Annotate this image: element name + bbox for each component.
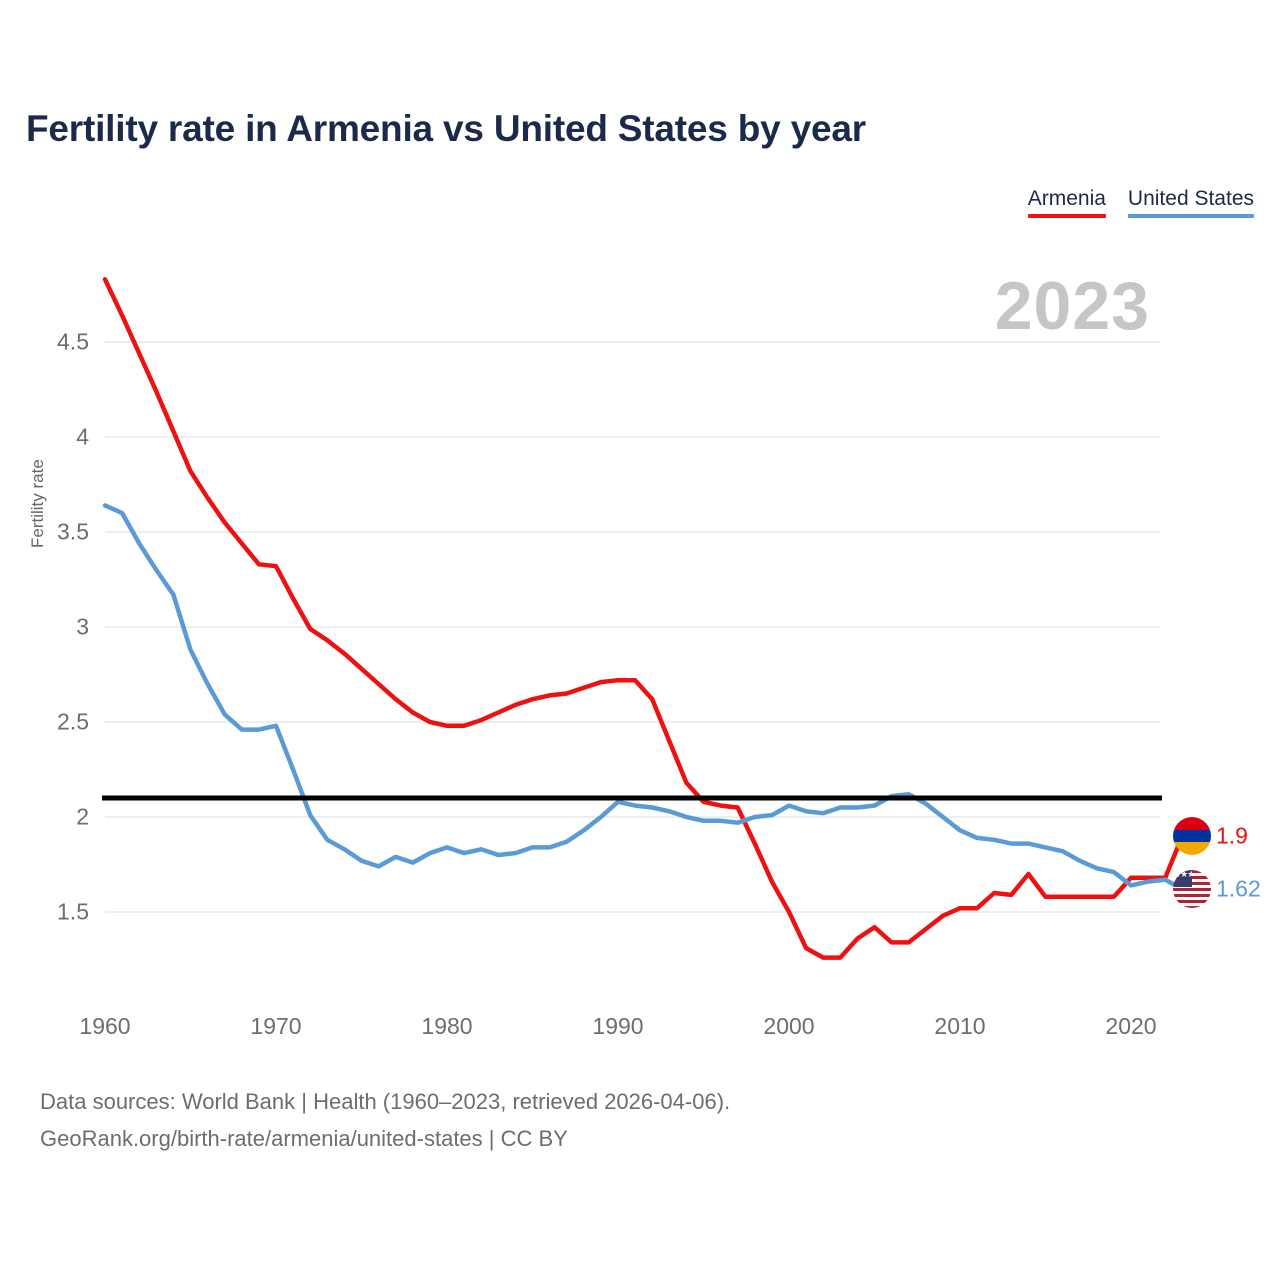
x-axis-tick-label: 2020: [1105, 1013, 1157, 1039]
y-axis-tick-label: 3.5: [57, 518, 89, 545]
end-value-label-united-states: 1.62: [1216, 875, 1261, 902]
x-axis-tick-label: 1990: [592, 1013, 644, 1039]
series-line-united-states: [102, 503, 1185, 892]
y-axis-tick-label: 1.5: [57, 898, 89, 925]
year-watermark: 2023: [994, 268, 1150, 344]
legend-item-united-states[interactable]: United States: [1127, 186, 1254, 218]
footer-data-sources: Data sources: World Bank | Health (1960–…: [40, 1089, 731, 1114]
y-axis-tick-label: 4.5: [57, 328, 89, 355]
x-axis-tick-label: 2000: [763, 1013, 815, 1039]
x-axis-tick-label: 1970: [250, 1013, 302, 1039]
x-axis-tick-label: 2010: [934, 1013, 986, 1039]
chart-legend: Armenia United States: [1027, 186, 1254, 218]
series-line-armenia: [102, 277, 1185, 960]
x-axis-tick-label: 1960: [79, 1013, 131, 1039]
united-states-flag-icon: ★★★★★★: [1173, 870, 1211, 909]
x-axis-tick-label: 1980: [421, 1013, 473, 1039]
page-title: Fertility rate in Armenia vs United Stat…: [26, 108, 866, 149]
y-axis-tick-label: 4: [76, 423, 89, 450]
y-axis-tick-label: 2: [76, 803, 89, 830]
armenia-flag-icon: [1173, 817, 1211, 855]
legend-item-armenia[interactable]: Armenia: [1027, 186, 1106, 218]
footer-attribution: GeoRank.org/birth-rate/armenia/united-st…: [40, 1126, 568, 1151]
y-axis-tick-label: 2.5: [57, 708, 89, 735]
legend-swatch-united-states: [1127, 214, 1254, 218]
legend-swatch-armenia: [1027, 214, 1106, 218]
legend-label-armenia: Armenia: [1027, 187, 1106, 210]
y-axis-tick-label: 3: [76, 613, 89, 640]
legend-label-united-states: United States: [1127, 187, 1254, 210]
end-value-label-armenia: 1.9: [1216, 822, 1248, 849]
